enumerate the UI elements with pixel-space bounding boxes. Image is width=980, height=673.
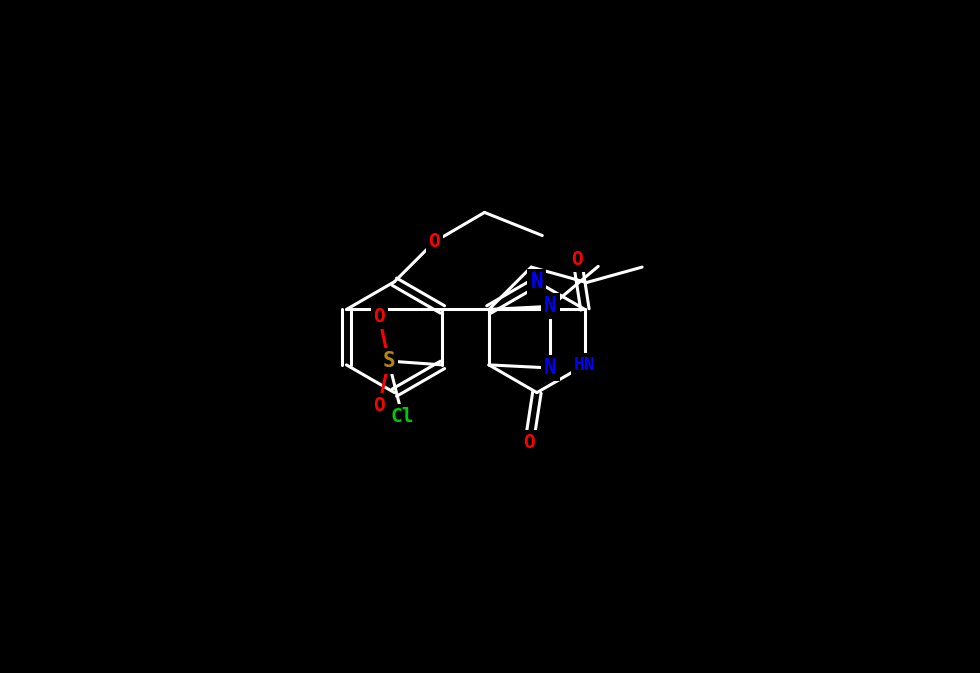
Text: O: O [373,307,385,326]
Text: O: O [523,433,535,452]
Text: N: N [544,358,557,378]
Text: S: S [382,351,395,371]
Text: N: N [530,272,543,291]
Text: O: O [571,250,583,269]
Text: N: N [544,296,557,316]
Text: HN: HN [574,356,596,374]
Text: O: O [428,232,440,251]
Text: O: O [373,396,385,415]
Text: Cl: Cl [391,407,415,426]
